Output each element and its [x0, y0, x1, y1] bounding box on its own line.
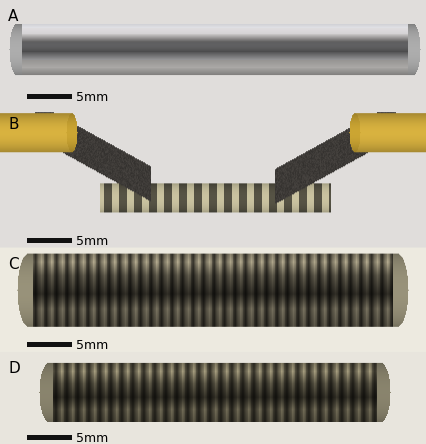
Bar: [27, 342, 72, 347]
Bar: [27, 435, 72, 440]
Bar: [27, 94, 72, 99]
Text: B: B: [8, 117, 18, 132]
Text: 5mm: 5mm: [76, 234, 108, 247]
Text: C: C: [8, 257, 19, 272]
Text: 5mm: 5mm: [76, 338, 108, 352]
Text: A: A: [8, 9, 18, 24]
Text: 5mm: 5mm: [76, 91, 108, 103]
Text: 5mm: 5mm: [76, 432, 108, 444]
Bar: [27, 238, 72, 243]
Text: D: D: [8, 361, 20, 376]
